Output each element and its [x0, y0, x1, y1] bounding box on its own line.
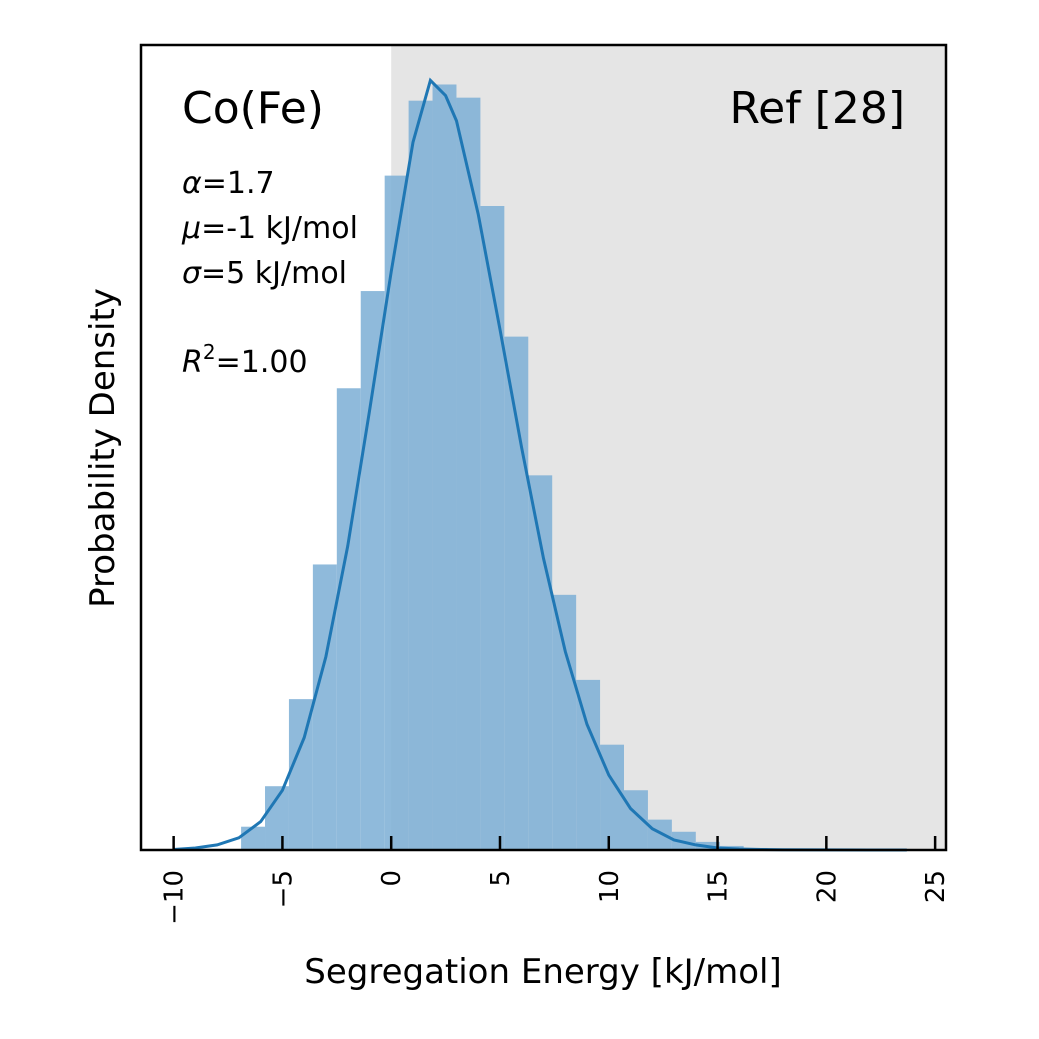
histogram-bar	[408, 100, 433, 850]
histogram-bar	[576, 679, 601, 850]
x-tick-label: 0	[377, 870, 407, 887]
histogram-bar	[456, 97, 481, 850]
histogram-bar	[552, 594, 577, 850]
histogram-bar	[360, 291, 385, 850]
fit-curve	[173, 77, 907, 852]
x-tick-label: −5	[268, 870, 298, 908]
histogram-bar	[288, 699, 313, 850]
sigma-param: σ=5 kJ/mol	[182, 256, 347, 291]
histogram-bar	[647, 819, 672, 850]
r2-param: R2=1.00	[182, 340, 308, 380]
histogram-bar	[241, 826, 266, 850]
plot-frame	[139, 43, 948, 852]
y-axis-label: Probability Density	[83, 288, 123, 608]
x-tick-label: 15	[704, 870, 734, 903]
x-axis-label: Segregation Energy [kJ/mol]	[304, 952, 782, 992]
histogram-bar	[336, 388, 361, 850]
x-tick-label: 5	[486, 870, 516, 887]
x-tick-label: 10	[595, 870, 625, 903]
histogram-bar	[528, 475, 553, 850]
histogram-bar	[312, 564, 337, 850]
x-tick-label: −10	[160, 870, 190, 925]
mu-param: μ=-1 kJ/mol	[181, 211, 358, 246]
histogram-bar	[480, 206, 505, 850]
x-tick-label: 25	[921, 870, 951, 903]
histogram-bar	[384, 175, 409, 851]
histogram-bar	[504, 336, 529, 850]
histogram-bar	[265, 786, 289, 850]
x-ticks: −10 −5 0 5 10 15 20 25	[160, 836, 951, 925]
x-tick-label: 20	[812, 870, 842, 903]
alpha-param: α=1.7	[182, 166, 275, 201]
histogram-bar	[432, 84, 457, 851]
chart-title: Co(Fe)	[182, 83, 324, 134]
reference-label: Ref [28]	[730, 83, 905, 134]
